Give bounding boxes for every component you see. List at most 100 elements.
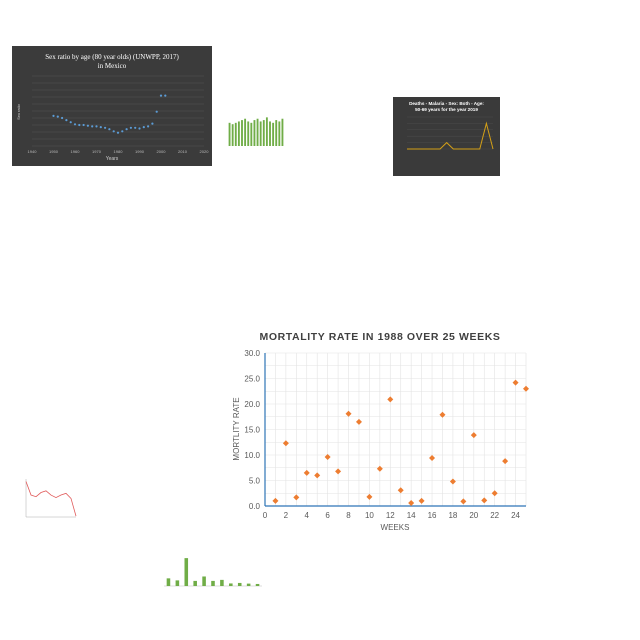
mortality-x-tick-label: 10 — [365, 511, 374, 520]
sex-ratio-point — [52, 114, 55, 117]
thumbnail-bar — [281, 118, 284, 146]
mortality-x-tick-label: 6 — [325, 511, 330, 520]
mortality-point — [523, 385, 529, 392]
mortality-point — [324, 454, 331, 461]
mortality-point — [502, 458, 509, 465]
sex-ratio-point — [134, 126, 137, 129]
sex-ratio-point — [108, 128, 111, 131]
sex-ratio-point — [69, 121, 72, 124]
mortality-point — [460, 498, 467, 505]
mortality-y-tick-label: 5.0 — [249, 477, 261, 486]
mortality-point — [429, 455, 436, 462]
sex-ratio-point — [138, 127, 141, 130]
mortality-point — [512, 379, 519, 386]
mortality-x-axis-label: WEEKS — [381, 523, 410, 532]
sex-ratio-point — [86, 124, 89, 127]
sex-ratio-point — [151, 122, 154, 125]
mortality-point — [408, 499, 415, 506]
thumbnail-green-column-chart — [142, 544, 268, 620]
thumbnail-column-bars — [164, 558, 262, 587]
thumbnail-bar — [237, 121, 240, 146]
mortality-point — [481, 497, 488, 504]
mortality-point — [366, 493, 373, 500]
mortality-x-tick-label: 14 — [407, 511, 416, 520]
sex-ratio-point — [159, 94, 163, 97]
thumbnail-column-bar — [166, 578, 171, 586]
thumbnail-column-bar — [184, 558, 189, 586]
sex-ratio-point — [65, 119, 68, 122]
mortality-point — [387, 396, 394, 403]
sex-ratio-point — [116, 131, 120, 134]
mortality-point — [345, 410, 352, 417]
sex-ratio-point — [142, 126, 145, 129]
sex-ratio-point — [155, 110, 158, 113]
mortality-x-tick-label: 16 — [428, 511, 437, 520]
sex-ratio-point — [129, 126, 132, 129]
thumbnail-red-series-line — [25, 481, 77, 517]
mortality-point — [491, 490, 498, 497]
mortality-point — [418, 497, 425, 504]
thumbnail-column-bar — [237, 582, 242, 586]
mortality-y-axis-label: MORTLITY RATE — [232, 397, 241, 460]
mortality-y-tick-label: 15.0 — [244, 426, 260, 435]
malaria-deaths-chart: Deaths - Malaria - Sex: Both - Age: 50-6… — [393, 97, 500, 176]
mortality-y-tick-labels: 0.0 5.0 10.0 15.0 20.0 25.0 30.0 — [244, 349, 260, 511]
mortality-x-tick-label: 24 — [511, 511, 520, 520]
thumbnail-green-bar-svg — [228, 117, 284, 146]
sex-ratio-point — [73, 123, 77, 126]
mortality-point — [449, 478, 456, 485]
sex-ratio-x-tick-label: 1960 — [71, 149, 81, 154]
thumbnail-bar — [231, 124, 234, 146]
sex-ratio-point — [56, 115, 59, 118]
thumbnail-bar — [247, 121, 250, 146]
mortality-gridlines — [264, 352, 527, 507]
sex-ratio-x-tick-label: 2010 — [178, 149, 188, 154]
sex-ratio-tick-labels: 1940 1950 1960 1970 1980 1990 2000 2010 2020 — [28, 149, 210, 154]
thumbnail-bar — [275, 120, 278, 146]
mortality-x-tick-label: 4 — [305, 511, 310, 520]
mortality-y-tick-label: 10.0 — [244, 451, 260, 460]
sex-ratio-point — [78, 123, 81, 127]
thumbnail-red-line-chart — [16, 473, 82, 525]
mortality-x-tick-label: 22 — [490, 511, 499, 520]
mortality-point — [397, 487, 404, 494]
sex-ratio-chart-svg: Sex ratio by age (80 year olds) (UNWPP, … — [16, 53, 210, 162]
sex-ratio-point — [164, 94, 167, 97]
mortality-rate-chart: MORTALITY RATE IN 1988 OVER 25 WEEKS 0.0… — [224, 322, 540, 538]
sex-ratio-y-axis-label: Sex ratio — [16, 103, 21, 120]
malaria-gridlines — [407, 116, 493, 150]
sex-ratio-x-tick-label: 1990 — [135, 149, 145, 154]
sex-ratio-x-tick-label: 1970 — [92, 149, 102, 154]
thumbnail-bar — [278, 121, 281, 146]
sex-ratio-point — [147, 125, 150, 128]
mortality-point — [470, 432, 477, 439]
sex-ratio-point — [104, 126, 107, 129]
thumbnail-bar — [241, 120, 243, 146]
mortality-y-tick-label: 30.0 — [244, 349, 260, 358]
sex-ratio-point — [99, 126, 102, 129]
mortality-x-tick-label: 2 — [284, 511, 289, 520]
thumbnail-red-line-svg — [25, 479, 77, 518]
thumbnail-bar — [262, 120, 265, 146]
thumbnail-bar — [272, 122, 275, 146]
thumbnail-red-line — [25, 479, 77, 518]
sex-ratio-title-line2: in Mexico — [98, 62, 127, 70]
mortality-x-tick-label: 20 — [469, 511, 478, 520]
sex-ratio-title-line1: Sex ratio by age (80 year olds) (UNWPP, … — [45, 53, 179, 61]
sex-ratio-point — [95, 125, 98, 128]
sex-ratio-x-tick-label: 2020 — [200, 149, 210, 154]
mortality-x-tick-label: 12 — [386, 511, 395, 520]
mortality-point — [439, 411, 446, 418]
sex-ratio-gridlines — [32, 75, 204, 147]
thumbnail-column-bar — [229, 583, 233, 586]
thumbnail-bars — [228, 117, 284, 146]
malaria-title-line1: Deaths - Malaria - Sex: Both - Age: — [409, 101, 484, 106]
thumbnail-column-bar — [175, 580, 180, 586]
mortality-point — [376, 465, 383, 472]
mortality-point — [303, 469, 310, 476]
thumbnail-bar — [259, 121, 262, 146]
mortality-x-tick-label: 8 — [346, 511, 351, 520]
sex-ratio-point — [82, 123, 85, 127]
sex-ratio-x-axis-label: Years — [106, 156, 119, 162]
sex-ratio-x-tick-label: 1940 — [28, 149, 38, 154]
